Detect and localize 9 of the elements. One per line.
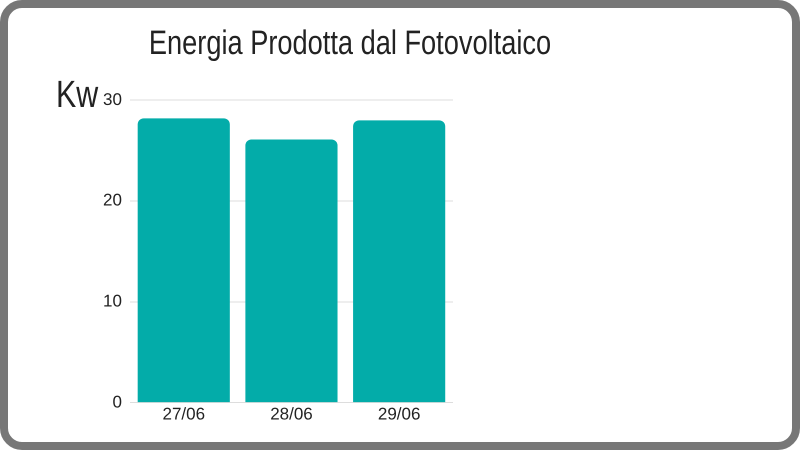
- y-axis-title: Kw: [56, 74, 98, 117]
- x-tick-label: 27/06: [162, 404, 206, 424]
- y-tick-label: 20: [102, 190, 122, 210]
- y-tick-label: 10: [102, 291, 122, 310]
- y-tick-label: 30: [102, 90, 122, 109]
- chart-title: Energia Prodotta dal Fotovoltaico: [148, 24, 552, 63]
- x-tick-label: 29/06: [378, 404, 420, 424]
- x-tick-label: 28/06: [270, 404, 313, 424]
- y-tick-label: 0: [112, 392, 122, 412]
